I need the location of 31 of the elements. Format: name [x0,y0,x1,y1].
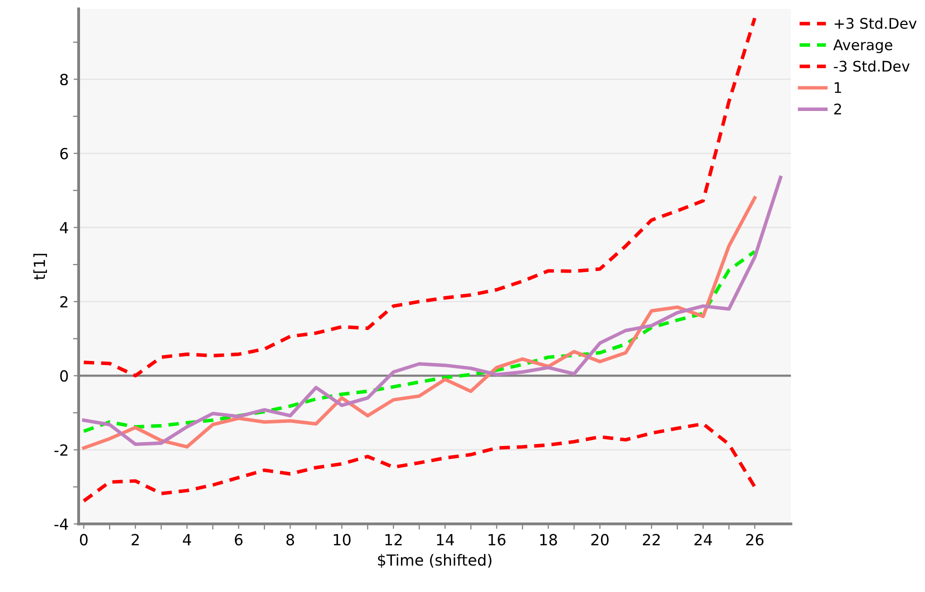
x-axis-title: $Time (shifted) [378,554,492,568]
x-tick-label: 0 [80,534,88,546]
legend-label: -3 Std.Dev [834,60,910,72]
x-tick-label: 12 [385,534,402,546]
y-tick-label: 0 [60,370,68,382]
y-tick-label: -4 [54,518,68,530]
legend-label: 1 [834,82,842,93]
y-tick-label: 4 [60,222,68,234]
y-tick-label: 8 [60,74,68,86]
y-axis-title: t[1] [33,254,47,280]
x-tick-label: 14 [437,534,454,546]
x-tick-label: 26 [746,534,764,546]
x-tick-label: 22 [642,534,660,546]
line-series [82,250,756,434]
y-tick-label: -2 [54,444,68,456]
line-series [82,422,756,503]
x-tick-label: 16 [488,534,506,546]
x-tick-label: 6 [234,534,243,546]
legend-label: Average [833,39,892,54]
x-tick-label: 2 [132,534,139,546]
x-tick-label: 4 [182,534,192,546]
x-tick-label: 8 [286,534,294,546]
x-tick-label: 24 [694,534,712,546]
x-tick-label: 20 [591,534,609,546]
x-tick-label: 10 [334,534,351,546]
legend-label: +3 Std.Dev [834,18,917,29]
y-tick-label: 6 [60,148,68,160]
line-series [82,16,756,378]
legend-label: 2 [834,104,841,114]
x-tick-label: 18 [540,534,557,546]
y-tick-label: 2 [60,296,68,308]
